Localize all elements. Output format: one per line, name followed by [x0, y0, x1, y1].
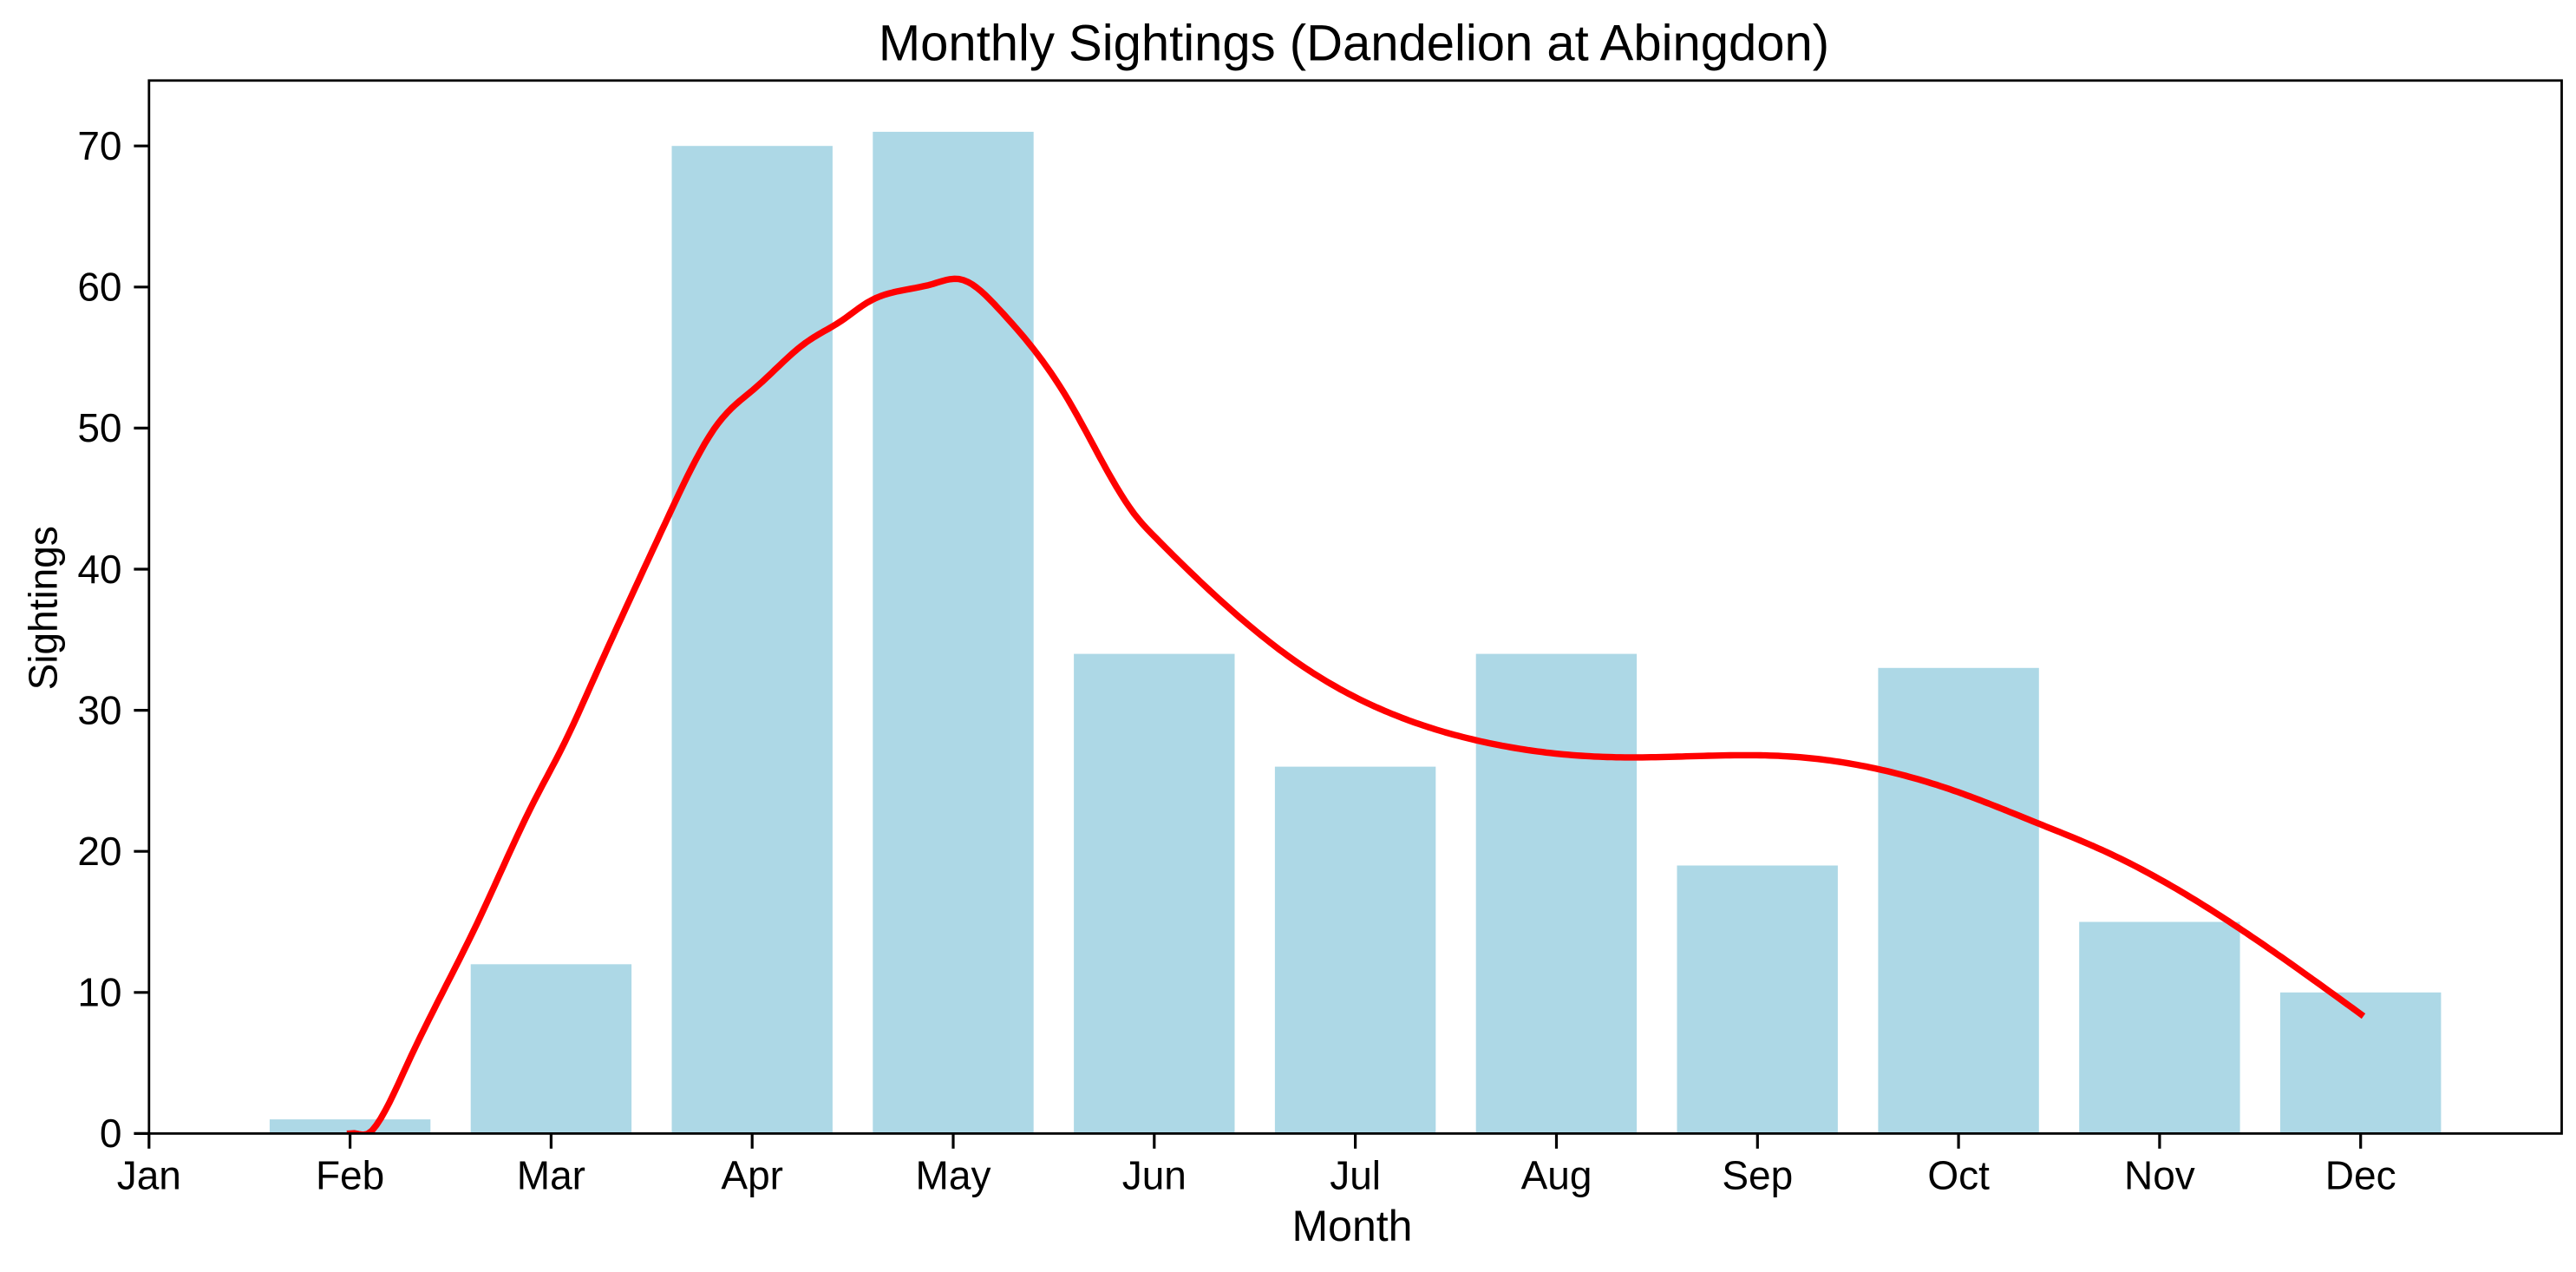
svg-text:Mar: Mar — [517, 1153, 585, 1198]
svg-text:Oct: Oct — [1927, 1153, 1990, 1198]
svg-text:May: May — [916, 1153, 991, 1198]
svg-text:Feb: Feb — [316, 1153, 384, 1198]
svg-text:70: 70 — [77, 123, 121, 168]
svg-text:Sep: Sep — [1722, 1153, 1793, 1198]
svg-text:Apr: Apr — [721, 1153, 783, 1198]
svg-text:Monthly Sightings (Dandelion a: Monthly Sightings (Dandelion at Abingdon… — [879, 16, 1829, 72]
svg-text:Month: Month — [1292, 1202, 1413, 1250]
svg-text:Aug: Aug — [1521, 1153, 1592, 1198]
svg-text:Dec: Dec — [2325, 1153, 2396, 1198]
svg-text:40: 40 — [77, 547, 121, 592]
svg-text:Sightings: Sightings — [21, 526, 66, 690]
svg-text:Jul: Jul — [1330, 1153, 1381, 1198]
svg-text:60: 60 — [77, 265, 121, 310]
svg-text:50: 50 — [77, 405, 121, 450]
svg-text:Jun: Jun — [1122, 1153, 1187, 1198]
svg-text:0: 0 — [100, 1111, 122, 1156]
svg-text:30: 30 — [77, 687, 121, 732]
svg-text:Jan: Jan — [117, 1153, 181, 1198]
svg-text:10: 10 — [77, 970, 121, 1015]
svg-text:Nov: Nov — [2124, 1153, 2195, 1198]
svg-text:20: 20 — [77, 829, 121, 874]
